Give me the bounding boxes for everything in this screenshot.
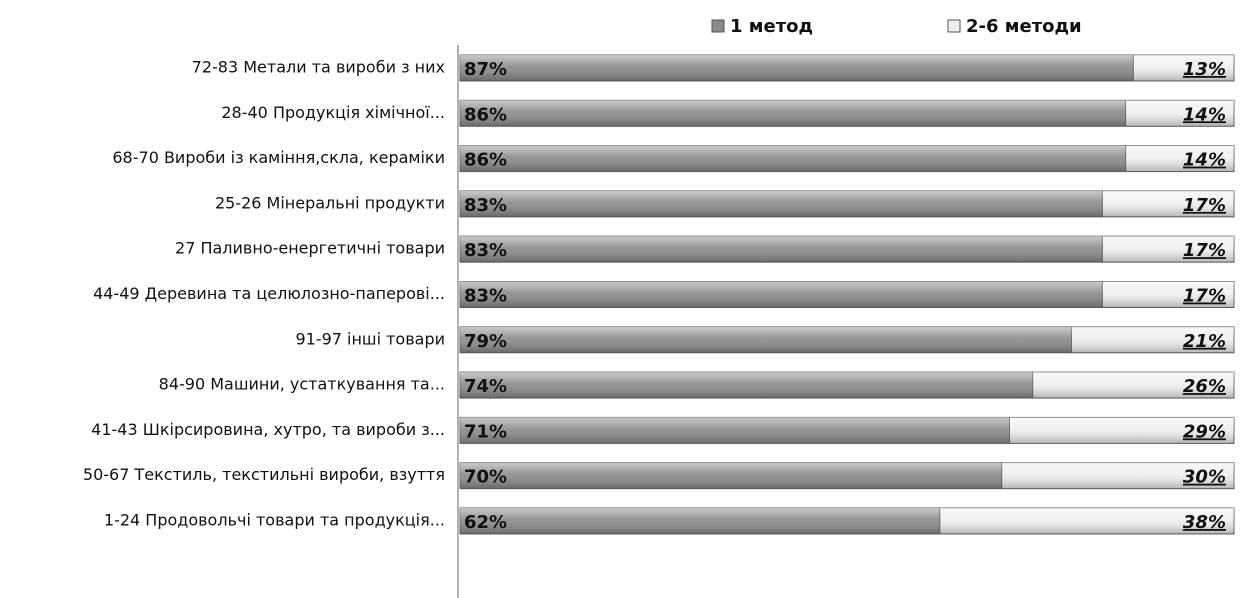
bar-segment <box>459 145 1127 173</box>
bar-segment <box>459 235 1103 263</box>
category-label: 68-70 Вироби із каміння,скла, кераміки <box>112 148 445 167</box>
value-label: 83% <box>464 286 507 307</box>
category-label: 1-24 Продовольчі товари та продукція... <box>104 511 445 530</box>
value-label: 87% <box>464 59 507 80</box>
legend-label: 2-6 методи <box>966 16 1082 37</box>
value-label: 83% <box>464 240 507 261</box>
value-label: 70% <box>464 467 507 488</box>
category-label: 44-49 Деревина та целюлозно-паперові... <box>93 284 445 303</box>
value-label: 17% <box>1183 195 1226 216</box>
bar-segment <box>459 371 1034 399</box>
bar-segment <box>459 326 1072 354</box>
value-label: 62% <box>464 512 507 533</box>
category-label: 25-26 Мінеральні продукти <box>215 193 445 212</box>
value-label: 14% <box>1183 150 1226 171</box>
legend-swatch <box>947 19 961 33</box>
category-label: 84-90 Машини, устаткування та... <box>159 375 445 394</box>
value-label: 74% <box>464 376 507 397</box>
value-label: 86% <box>464 104 507 125</box>
legend-swatch <box>711 19 725 33</box>
value-label: 17% <box>1183 240 1226 261</box>
category-label: 50-67 Текстиль, текстильні вироби, взутт… <box>83 465 445 484</box>
bar-segment <box>459 416 1011 444</box>
value-label: 17% <box>1183 286 1226 307</box>
value-label: 13% <box>1183 59 1226 80</box>
value-label: 83% <box>464 195 507 216</box>
category-label: 41-43 Шкірсировина, хутро, та вироби з..… <box>91 420 445 439</box>
value-label: 86% <box>464 150 507 171</box>
value-label: 21% <box>1183 331 1226 352</box>
category-label: 72-83 Метали та вироби з них <box>192 58 445 77</box>
value-label: 71% <box>464 421 507 442</box>
value-label: 79% <box>464 331 507 352</box>
value-label: 30% <box>1183 467 1226 488</box>
value-label: 26% <box>1183 376 1226 397</box>
bar-segment <box>459 507 941 535</box>
category-label: 91-97 інші товари <box>295 329 445 348</box>
value-label: 38% <box>1183 512 1226 533</box>
bar-segment <box>459 99 1127 127</box>
bar-segment <box>459 54 1134 82</box>
value-label: 14% <box>1183 104 1226 125</box>
category-label: 27 Паливно-енергетичні товари <box>175 239 445 258</box>
legend-label: 1 метод <box>730 16 813 37</box>
bar-segment <box>459 281 1103 308</box>
bar-segment <box>459 190 1103 218</box>
value-label: 29% <box>1183 421 1226 442</box>
bar-segment <box>459 462 1003 490</box>
category-label: 28-40 Продукція хімічної... <box>221 103 445 122</box>
